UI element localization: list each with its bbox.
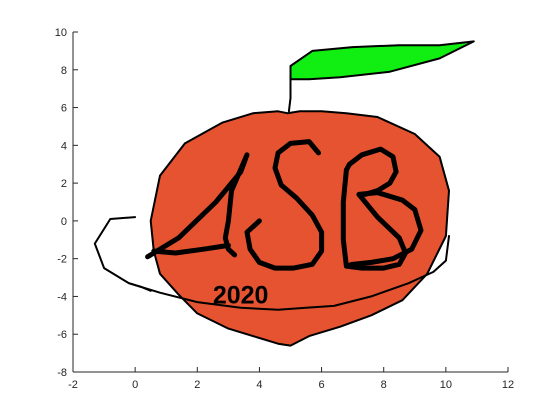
x-tick-label: 8 — [381, 379, 387, 391]
y-tick-label: -2 — [57, 254, 67, 266]
x-tick-label: 10 — [440, 379, 452, 391]
x-tick-label: 12 — [502, 379, 514, 391]
apple-outline-line — [149, 110, 450, 347]
orbit-ring-tail-line — [127, 282, 152, 292]
year-annotation: 2020 — [213, 282, 269, 310]
apple-body-fill — [150, 111, 449, 346]
letter-s-line — [244, 139, 325, 271]
drawn-strokes — [93, 40, 475, 347]
orbit-ring-line — [93, 216, 450, 311]
x-tick-label: 4 — [256, 379, 262, 391]
y-axis-ticks: -8 -6 -4 -2 0 2 4 6 8 10 — [55, 27, 78, 379]
y-tick-label: 2 — [61, 178, 67, 190]
axes — [72, 32, 508, 373]
x-tick-label: 2 — [194, 379, 200, 391]
y-tick-label: -4 — [57, 291, 67, 303]
x-axis-ticks: -2 0 2 4 6 8 10 12 — [68, 367, 514, 391]
letter-b-line — [340, 167, 424, 271]
y-tick-label: 8 — [61, 65, 67, 77]
y-tick-label: -6 — [57, 329, 67, 341]
y-tick-label: 10 — [55, 27, 67, 39]
x-tick-label: -2 — [68, 379, 78, 391]
y-tick-label: 0 — [61, 216, 67, 228]
letter-a-crossbar-line — [151, 242, 231, 256]
leaf-fill — [290, 41, 474, 80]
x-tick-label: 0 — [132, 379, 138, 391]
y-tick-label: 4 — [61, 140, 67, 152]
letter-b-top-line — [343, 146, 399, 197]
y-tick-label: -8 — [57, 367, 67, 379]
filled-shapes — [150, 41, 474, 346]
leaf-outline-line — [289, 40, 475, 81]
y-tick-label: 6 — [61, 103, 67, 115]
x-tick-label: 6 — [319, 379, 325, 391]
stem-line — [287, 78, 292, 113]
